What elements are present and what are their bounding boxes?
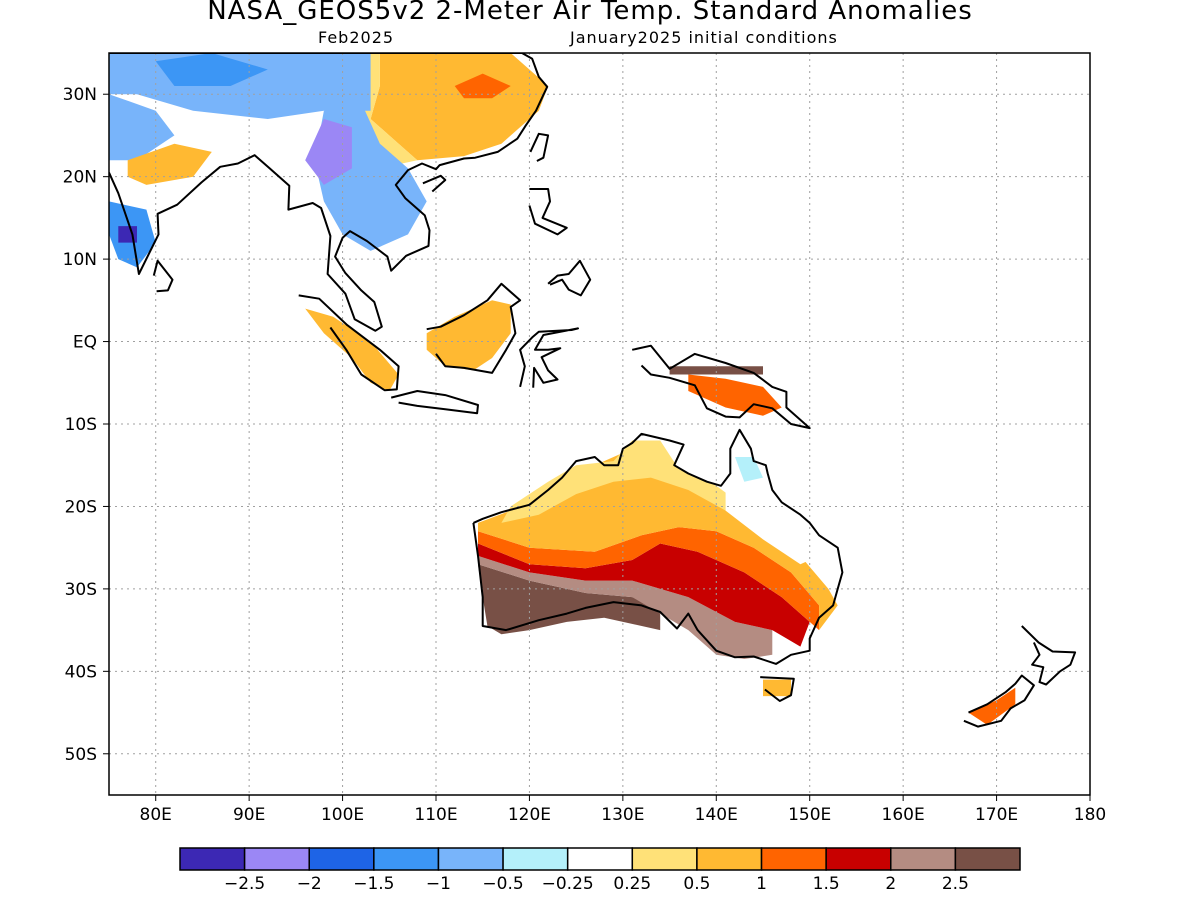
colorbar-swatch xyxy=(760,847,827,871)
colorbar-swatch xyxy=(308,847,375,871)
nz-south-orange-shade xyxy=(968,687,1016,725)
taiwan-coastline xyxy=(529,132,550,162)
australia-taupe-band-shade xyxy=(478,555,773,659)
colorbar-swatch xyxy=(631,847,698,871)
colorbar-label: 0.5 xyxy=(683,874,710,894)
colorbar-swatch xyxy=(373,847,440,871)
colorbar: −2.5 −2 −1.5 −1 −0.5 −0.25 0.25 0.5 1 1.5 2 2.5 xyxy=(179,847,1021,894)
sumatra-coastline xyxy=(298,294,400,392)
australia-coastline xyxy=(472,428,844,665)
lon-tick-label: 140E xyxy=(695,805,738,825)
nz-south-island-coastline xyxy=(963,674,1035,728)
lon-tick-label: 110E xyxy=(414,805,457,825)
colorbar-swatch xyxy=(825,847,892,871)
colorbar-swatch xyxy=(243,847,310,871)
tibet-deepblue-patch-shade xyxy=(155,53,268,86)
colorbar-label: 0.25 xyxy=(613,874,651,894)
colorbar-label: −0.5 xyxy=(482,874,523,894)
map-title: NASA_GEOS5v2 2-Meter Air Temp. Standard … xyxy=(207,0,973,26)
colorbar-label: −1.5 xyxy=(353,874,394,894)
latitude-labels: 30N 20N 10N EQ 10S 20S 30S 40S 50S xyxy=(63,85,109,765)
colorbar-swatch xyxy=(890,847,957,871)
tasmania-orange-shade xyxy=(763,679,791,697)
china-gold-shade xyxy=(370,53,549,161)
lon-tick-label: 180 xyxy=(1074,805,1106,825)
lat-tick-label: 30N xyxy=(63,85,97,105)
colorbar-label: 2 xyxy=(885,874,896,894)
lon-tick-label: 120E xyxy=(508,805,551,825)
lon-tick-label: 100E xyxy=(321,805,364,825)
australia-red-band-shade xyxy=(478,543,810,647)
sumatra-gold-shade xyxy=(305,308,399,391)
myanmar-lavender-shade xyxy=(305,119,352,185)
longitude-labels: 80E 90E 100E 110E 120E 130E 140E 150E 160E 170E 18… xyxy=(140,795,1106,825)
coastline-layer xyxy=(109,53,1077,728)
tasmania-coastline xyxy=(760,676,795,702)
colorbar-label: −0.25 xyxy=(542,874,594,894)
sulawesi-coastline xyxy=(519,327,579,388)
colorbar-swatch xyxy=(696,847,763,871)
colorbar-label: 2.5 xyxy=(942,874,969,894)
luzon-coastline xyxy=(528,188,568,236)
colorbar-swatch xyxy=(954,847,1021,871)
forecast-month-label: Feb2025 xyxy=(318,28,395,47)
map-frame xyxy=(108,52,1091,796)
lat-tick-label: 20S xyxy=(65,497,97,517)
lon-tick-label: 90E xyxy=(233,805,265,825)
colorbar-swatch xyxy=(566,847,634,871)
colorbar-swatch xyxy=(179,847,246,871)
colorbar-label: −2.5 xyxy=(224,874,265,894)
hainan-coastline xyxy=(422,174,447,193)
colorbar-swatch xyxy=(437,847,504,871)
lon-tick-label: 170E xyxy=(975,805,1018,825)
lat-tick-label: 20N xyxy=(63,168,97,188)
anomaly-shading-layer xyxy=(109,53,1016,725)
lon-tick-label: 150E xyxy=(788,805,831,825)
colorbar-label: 1 xyxy=(756,874,767,894)
india-nw-blue-shade xyxy=(109,94,175,161)
mindanao-coastline xyxy=(547,259,592,297)
australia-orange-band-shade xyxy=(478,527,820,631)
lat-tick-label: EQ xyxy=(73,333,97,353)
india-gold-shade xyxy=(127,143,212,185)
asia-mainland-coastline xyxy=(109,53,549,332)
nz-north-island-coastline xyxy=(1021,625,1077,686)
lat-tick-label: 30S xyxy=(65,580,97,600)
australia-sw-brown-shade xyxy=(478,564,661,635)
borneo-coastline xyxy=(426,282,522,374)
lat-tick-label: 10N xyxy=(63,250,97,270)
lon-tick-label: 160E xyxy=(882,805,925,825)
colorbar-label: −2 xyxy=(297,874,322,894)
sri-lanka-coastline xyxy=(152,259,174,293)
australia-cyan-spot-shade xyxy=(735,457,763,482)
australia-white-ne-shade xyxy=(725,465,820,565)
lat-tick-label: 50S xyxy=(65,745,97,765)
gridlines xyxy=(109,53,1090,795)
lat-tick-label: 10S xyxy=(65,415,97,435)
colorbar-swatch xyxy=(502,847,569,871)
lon-tick-label: 80E xyxy=(140,805,172,825)
png-orange-shade xyxy=(688,374,782,416)
lat-tick-label: 40S xyxy=(65,662,97,682)
initial-conditions-label: January2025 initial conditions xyxy=(570,28,838,47)
java-coastline xyxy=(390,390,479,415)
borneo-gold-shade xyxy=(426,300,511,371)
colorbar-label: −1 xyxy=(426,874,451,894)
lon-tick-label: 130E xyxy=(601,805,644,825)
china-orange-spot-shade xyxy=(454,73,511,99)
colorbar-label: 1.5 xyxy=(813,874,840,894)
new-guinea-coastline xyxy=(631,344,811,430)
